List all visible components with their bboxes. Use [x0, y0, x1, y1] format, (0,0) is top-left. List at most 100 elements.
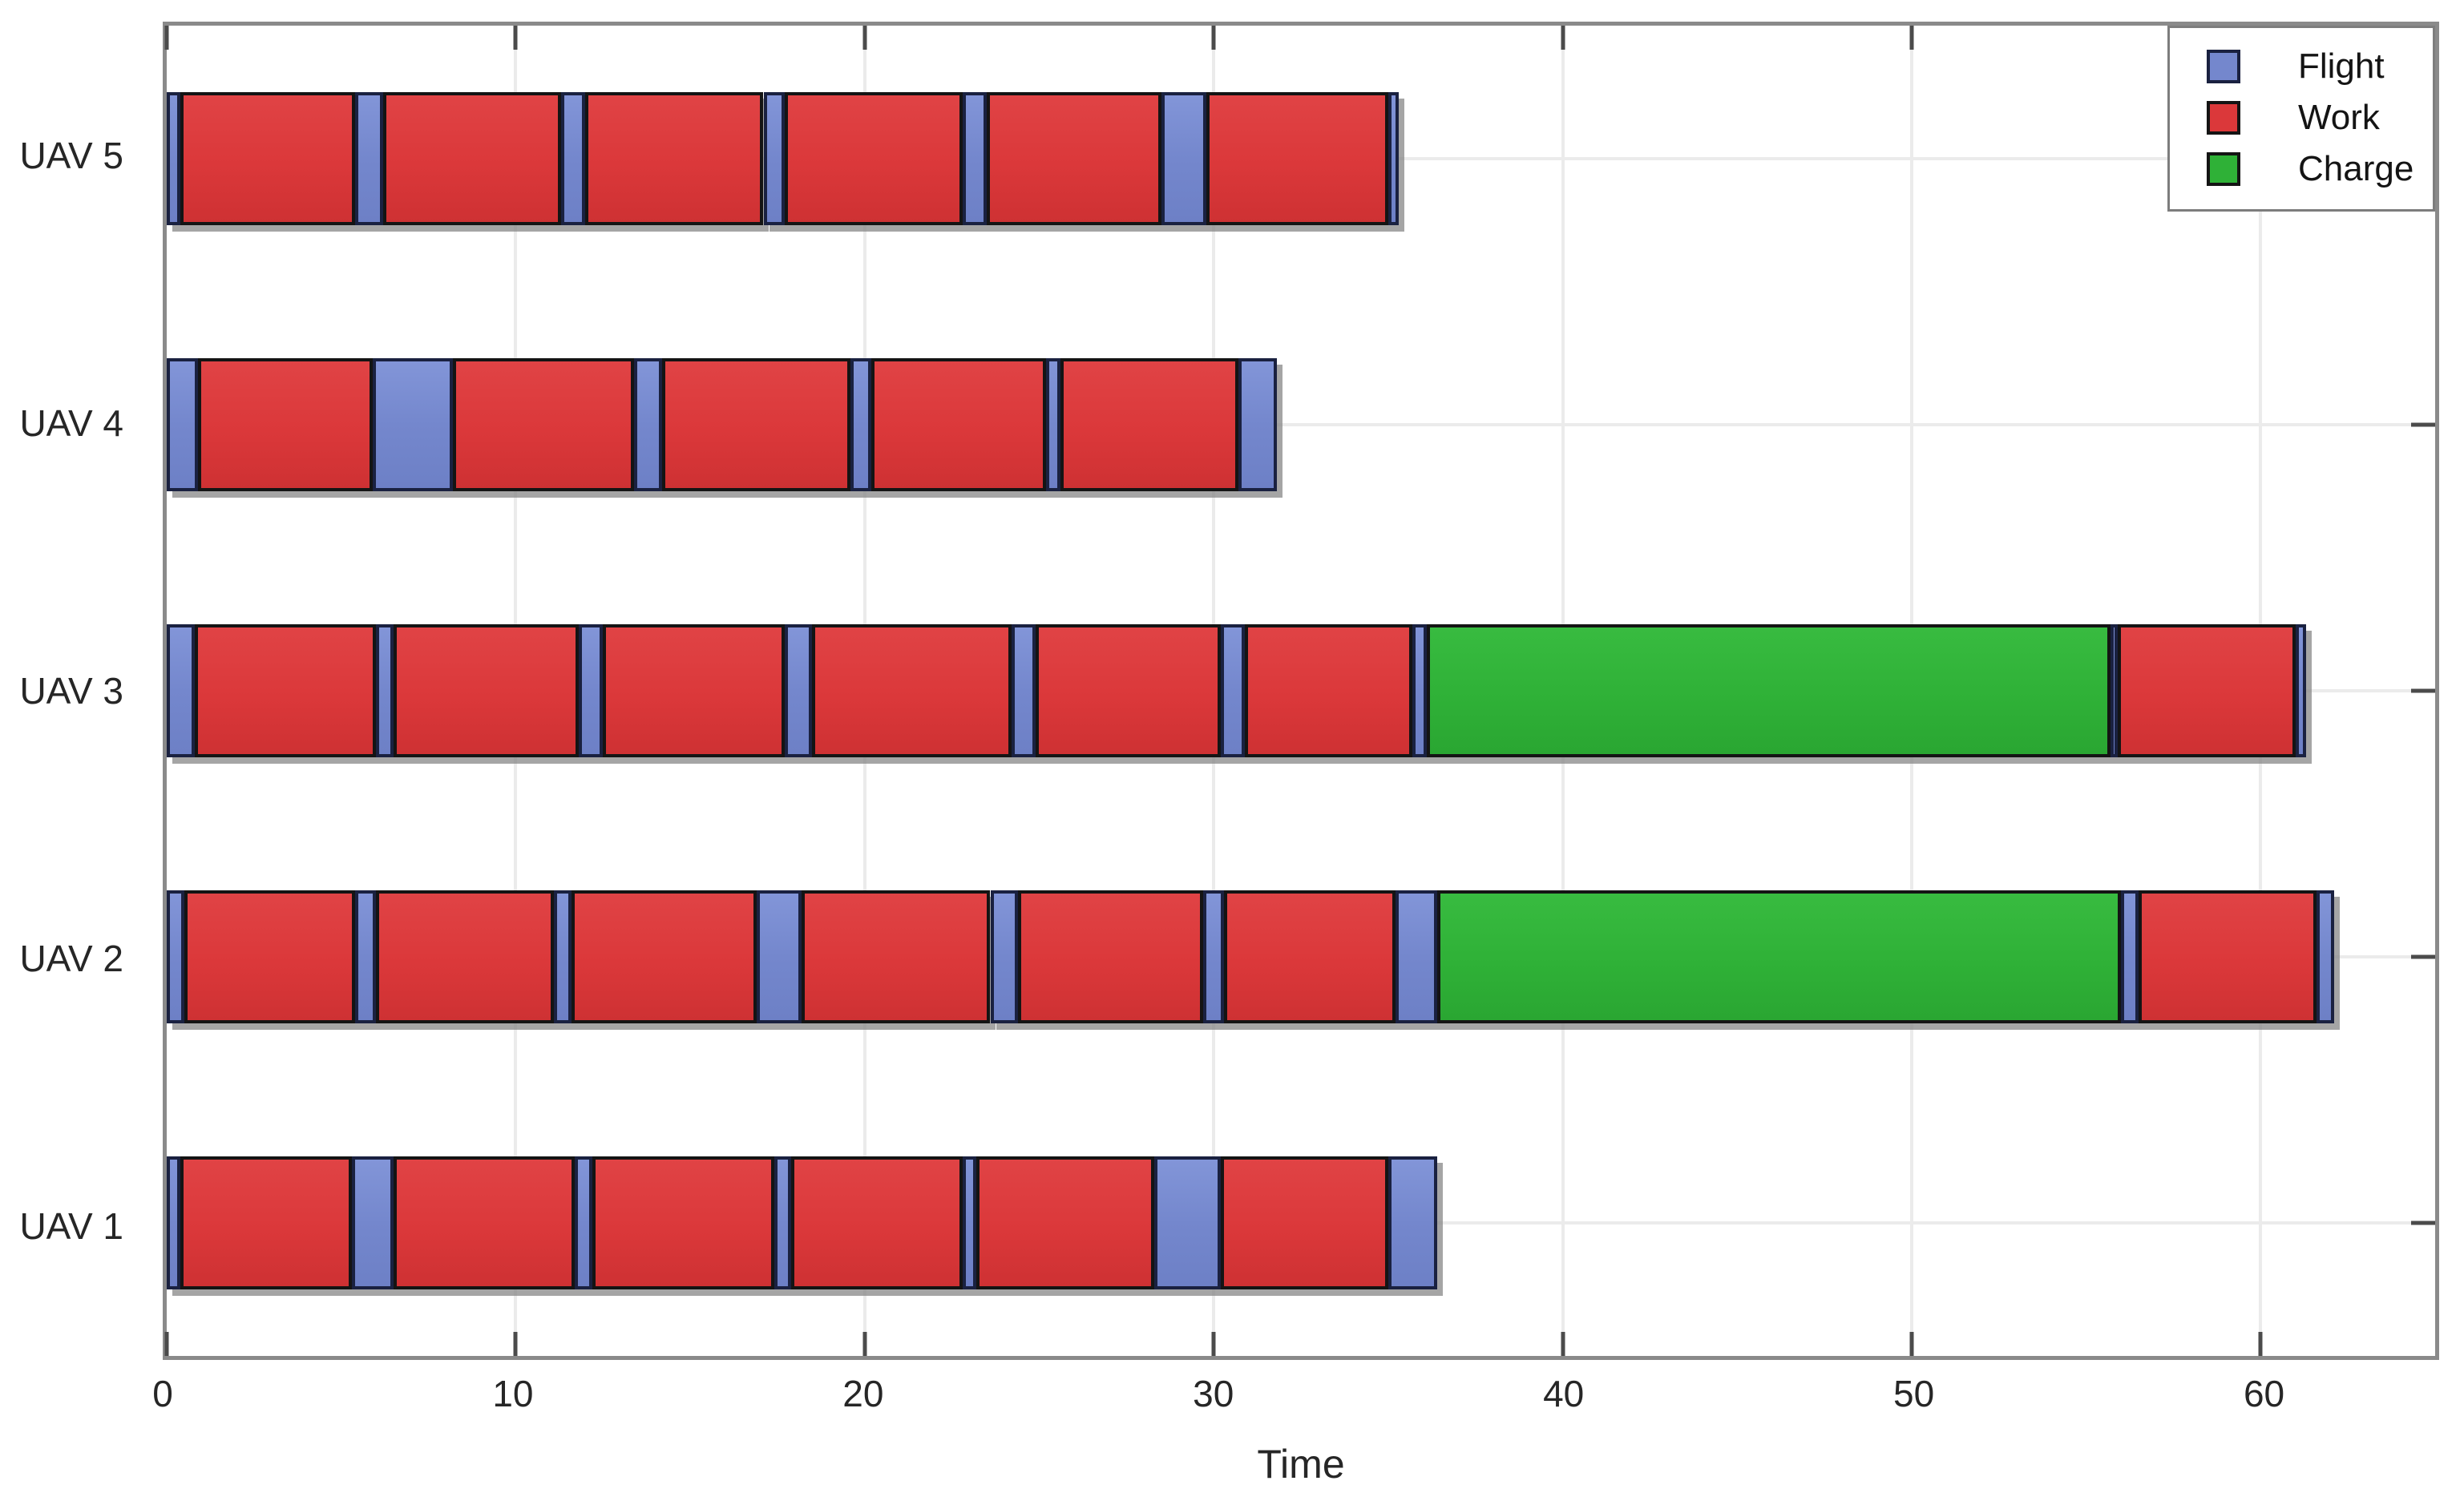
gantt-segment-work — [1018, 890, 1204, 1023]
gantt-segment-work — [871, 358, 1047, 491]
x-tick — [1211, 1332, 1216, 1356]
gantt-segment-flight — [167, 624, 195, 757]
y-axis-label: UAV 5 — [19, 135, 123, 176]
legend-item-flight: Flight — [2207, 41, 2433, 92]
gantt-segment-work — [382, 92, 561, 225]
x-tick — [1561, 1332, 1565, 1356]
gantt-segment-flight — [1395, 890, 1437, 1023]
gantt-segment-flight — [372, 358, 453, 491]
gantt-segment-work — [180, 92, 356, 225]
gantt-segment-work — [572, 890, 757, 1023]
gantt-segment-charge — [1426, 624, 2111, 757]
x-tick-label: 20 — [842, 1373, 884, 1414]
x-axis-label: Time — [1257, 1442, 1345, 1487]
gantt-segment-flight — [167, 358, 199, 491]
gantt-segment-flight — [351, 1156, 394, 1289]
gantt-segment-flight — [1238, 358, 1277, 491]
y-axis-labels: UAV 5 UAV 4 UAV 3 UAV 2 UAV 1 — [0, 22, 143, 1360]
y-axis-label: UAV 4 — [19, 402, 123, 444]
gantt-segment-work — [802, 890, 991, 1023]
bar-row-uav-2 — [167, 890, 2435, 1023]
gantt-segment-work — [1036, 624, 1221, 757]
y-tick — [2411, 1221, 2435, 1225]
x-tick — [862, 1332, 867, 1356]
gantt-segment-flight — [355, 92, 383, 225]
y-tick — [2411, 954, 2435, 959]
gantt-segment-flight — [1220, 624, 1246, 757]
gantt-segment-flight — [756, 890, 802, 1023]
bars-layer — [167, 26, 2435, 1356]
gridline-horizontal — [167, 423, 2435, 426]
y-axis-label: UAV 3 — [19, 670, 123, 712]
legend-swatch-flight-icon — [2207, 50, 2240, 83]
gantt-segment-work — [592, 1156, 774, 1289]
gantt-segment-flight — [1388, 1156, 1437, 1289]
bar-row-uav-5 — [167, 92, 2435, 225]
bar-row-uav-3 — [167, 624, 2435, 757]
gantt-segment-flight — [1161, 92, 1207, 225]
x-tick-label: 60 — [2243, 1373, 2285, 1414]
y-axis-label: UAV 1 — [19, 1205, 123, 1247]
gantt-segment-flight — [1154, 1156, 1221, 1289]
x-tick-mirror — [862, 26, 867, 50]
x-tick-label: 50 — [1893, 1373, 1935, 1414]
gantt-segment-work — [1220, 1156, 1388, 1289]
gantt-segment-flight — [2295, 624, 2306, 757]
gantt-segment-flight — [575, 1156, 593, 1289]
gantt-segment-work — [184, 890, 356, 1023]
gantt-segment-work — [1245, 624, 1413, 757]
legend: Flight Work Charge — [2167, 26, 2435, 212]
gantt-segment-flight — [2121, 890, 2139, 1023]
x-tick-mirror — [164, 26, 169, 50]
gantt-segment-flight — [1388, 92, 1399, 225]
gantt-segment-work — [784, 92, 963, 225]
gantt-segment-flight — [1046, 358, 1060, 491]
x-tick-label: 30 — [1193, 1373, 1234, 1414]
legend-swatch-charge-icon — [2207, 152, 2240, 186]
gantt-segment-work — [603, 624, 785, 757]
x-tick-label: 0 — [152, 1373, 173, 1414]
gantt-segment-work — [662, 358, 851, 491]
gantt-segment-work — [394, 624, 579, 757]
gantt-segment-flight — [962, 1156, 977, 1289]
gantt-segment-work — [194, 624, 377, 757]
x-tick — [1909, 1332, 1914, 1356]
gantt-segment-work — [812, 624, 1012, 757]
gantt-segment-flight — [1412, 624, 1427, 757]
gantt-segment-work — [987, 92, 1161, 225]
gantt-segment-flight — [167, 890, 184, 1023]
gantt-segment-flight — [1011, 624, 1036, 757]
gantt-segment-work — [1060, 358, 1238, 491]
legend-item-charge: Charge — [2207, 143, 2433, 195]
x-tick-label: 40 — [1543, 1373, 1585, 1414]
gantt-segment-work — [791, 1156, 963, 1289]
gantt-segment-work — [180, 1156, 352, 1289]
gantt-segment-flight — [167, 1156, 181, 1289]
gantt-segment-flight — [2111, 624, 2118, 757]
legend-label: Charge — [2298, 149, 2414, 188]
gantt-segment-work — [453, 358, 635, 491]
x-tick — [164, 1332, 169, 1356]
legend-item-work: Work — [2207, 92, 2433, 143]
gantt-segment-work — [376, 890, 555, 1023]
gantt-segment-flight — [167, 92, 181, 225]
x-tick — [2258, 1332, 2263, 1356]
gantt-segment-work — [198, 358, 373, 491]
legend-label: Flight — [2298, 46, 2385, 86]
gantt-segment-flight — [774, 1156, 792, 1289]
y-tick — [2411, 688, 2435, 693]
gantt-segment-flight — [560, 92, 586, 225]
gantt-segment-flight — [578, 624, 604, 757]
x-tick-mirror — [1909, 26, 1914, 50]
gantt-segment-flight — [376, 624, 394, 757]
gantt-segment-work — [2117, 624, 2296, 757]
y-tick — [2411, 422, 2435, 427]
gantt-segment-flight — [634, 358, 663, 491]
gantt-segment-work — [1206, 92, 1388, 225]
gantt-segment-work — [394, 1156, 576, 1289]
x-tick-mirror — [513, 26, 518, 50]
gantt-segment-work — [585, 92, 764, 225]
plot-area: Flight Work Charge — [163, 22, 2439, 1360]
legend-swatch-work-icon — [2207, 101, 2240, 135]
